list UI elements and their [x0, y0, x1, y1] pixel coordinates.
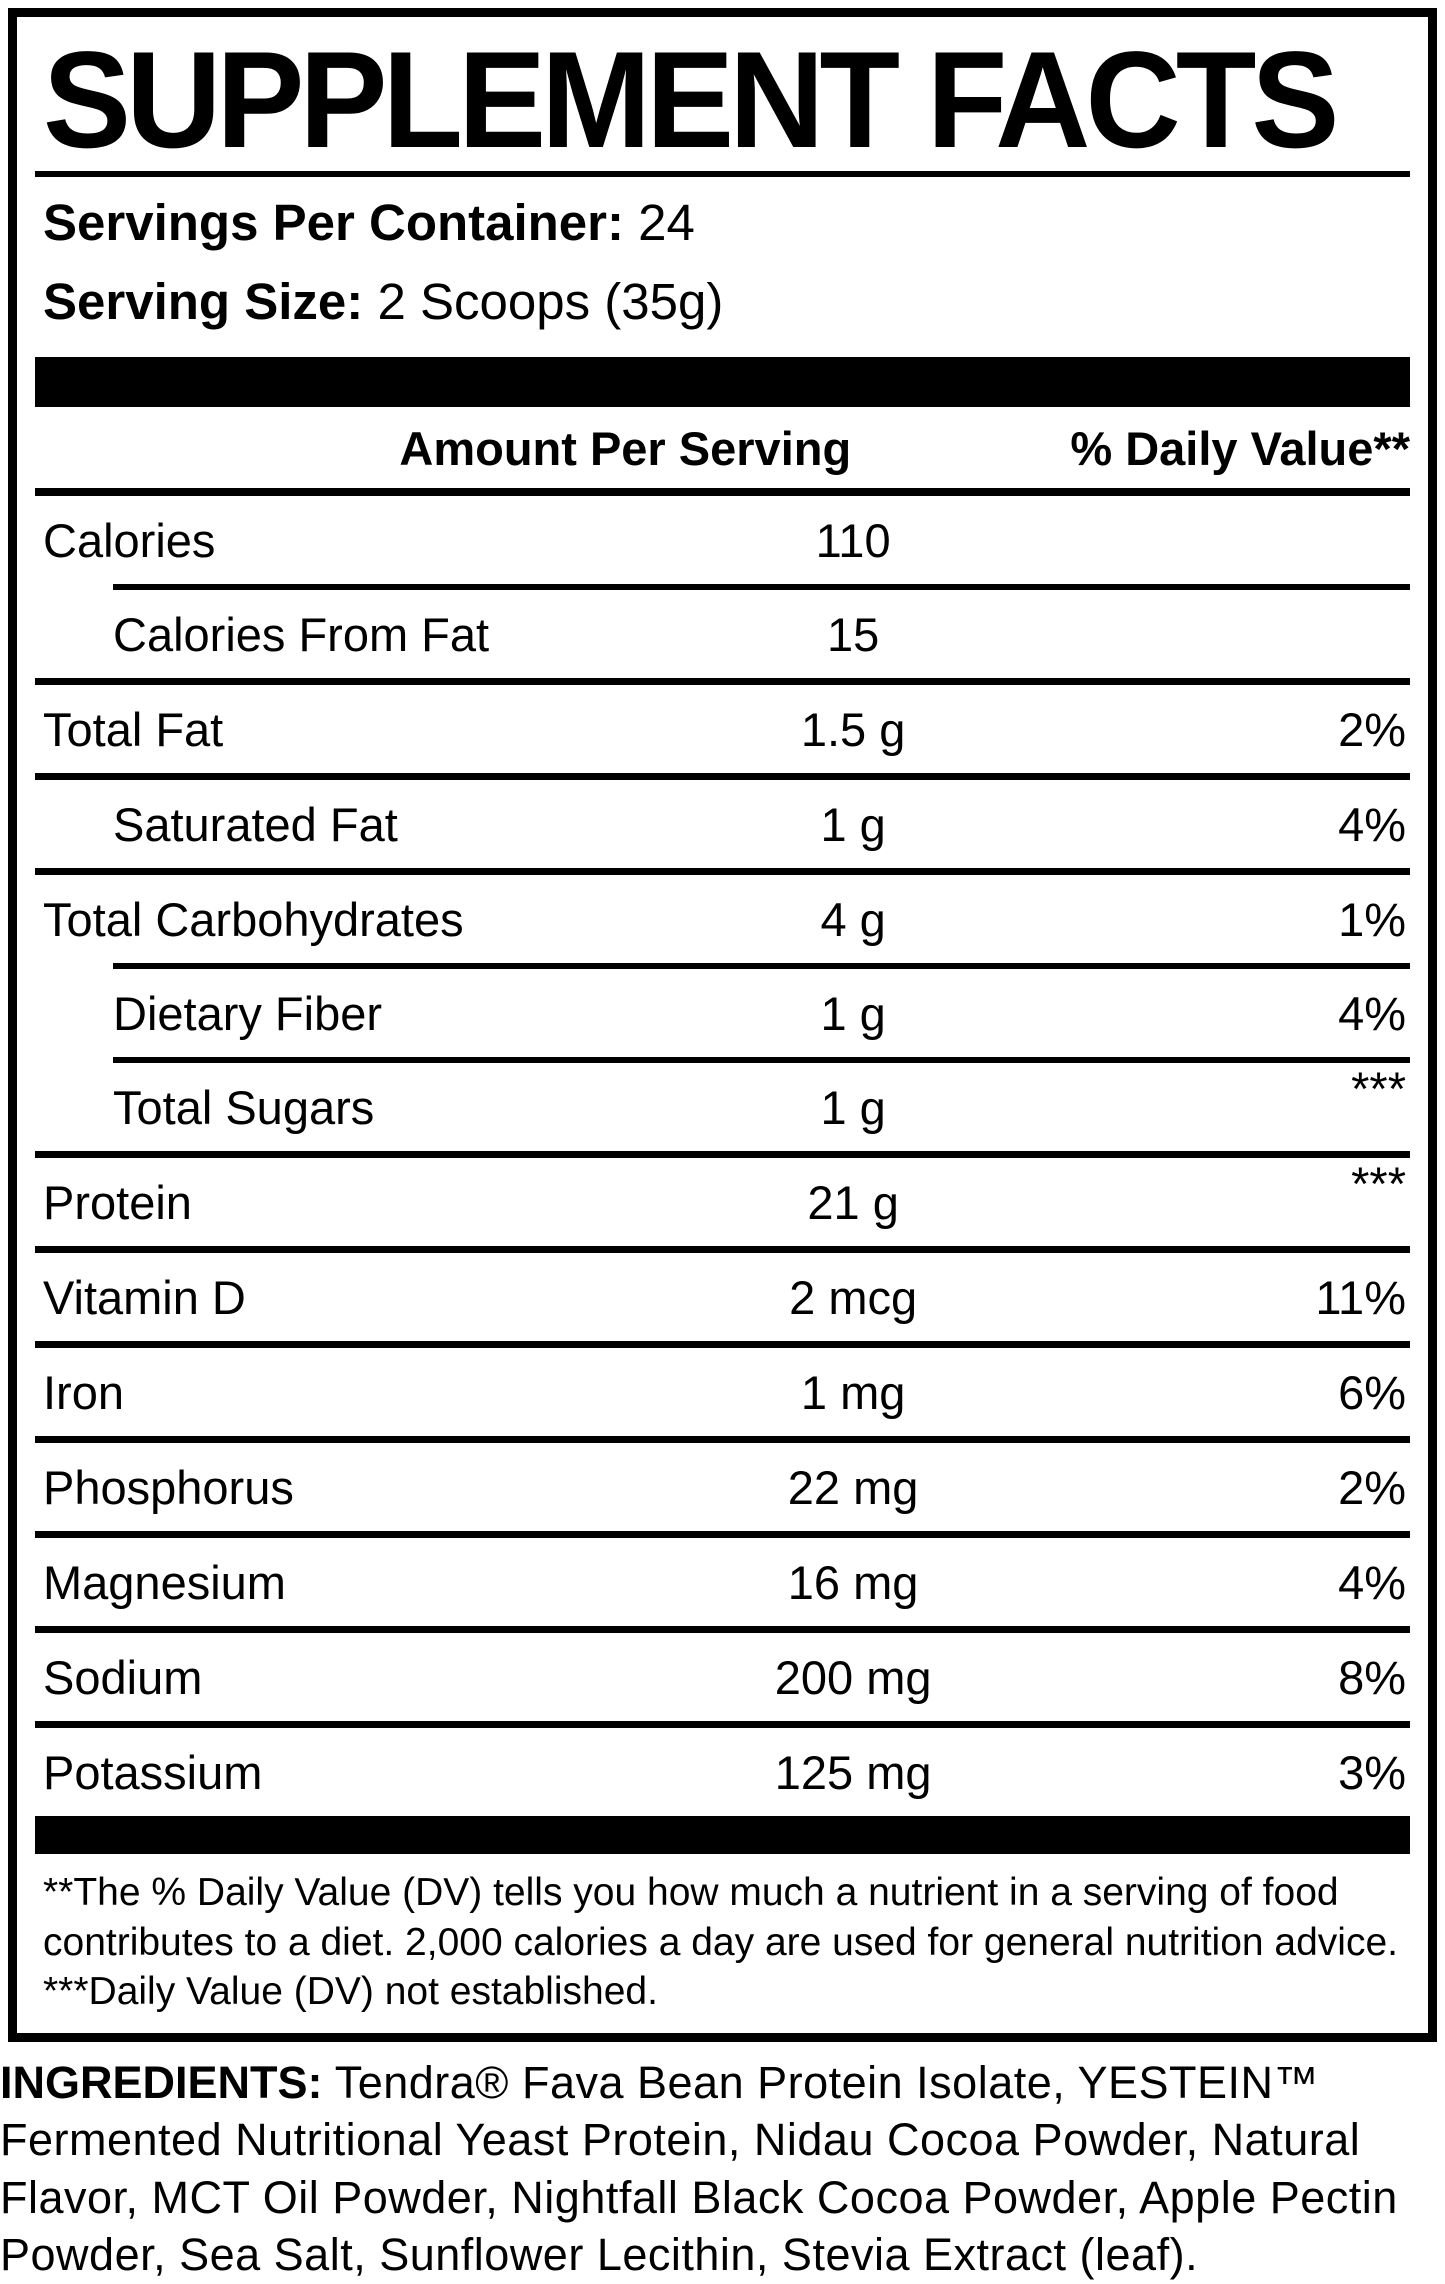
nutrient-amount: 125 mg [774, 1745, 932, 1799]
nutrient-amount: 21 g [807, 1175, 899, 1229]
servings-per-container-label: Servings Per Container: [43, 194, 624, 251]
nutrient-row: Total Fat 1.5 g 2% [35, 685, 1410, 773]
nutrient-row: Total Sugars 1 g *** [35, 1063, 1410, 1151]
nutrient-daily-value: 2% [1338, 1460, 1406, 1514]
row-separator [113, 1057, 1410, 1064]
nutrient-row: Saturated Fat 1 g 4% [35, 780, 1410, 868]
row-separator [35, 1531, 1410, 1539]
nutrient-name: Potassium [43, 1745, 263, 1799]
nutrient-daily-value: *** [1351, 1062, 1406, 1116]
nutrient-row: Vitamin D 2 mcg 11% [35, 1253, 1410, 1341]
row-separator [35, 1246, 1410, 1254]
row-separator [35, 868, 1410, 876]
nutrient-amount: 2 mcg [789, 1270, 918, 1324]
nutrient-amount: 22 mg [787, 1460, 919, 1514]
daily-value-footnote: **The % Daily Value (DV) tells you how m… [43, 1871, 1398, 1964]
page-title: SUPPLEMENT FACTS [43, 23, 1339, 177]
nutrient-row: Dietary Fiber 1 g 4% [35, 969, 1410, 1057]
nutrient-row: Total Carbohydrates 4 g 1% [35, 875, 1410, 963]
nutrient-row: Protein 21 g *** [35, 1158, 1410, 1246]
nutrient-amount: 15 [826, 607, 880, 661]
nutrient-name: Total Carbohydrates [43, 892, 464, 946]
table-header-row: Amount Per Serving % Daily Value** [35, 407, 1410, 488]
separator-bar-top [35, 357, 1410, 408]
servings-per-container-line: Servings Per Container: 24 [35, 183, 1410, 262]
row-separator [113, 584, 1410, 591]
nutrient-name: Sodium [43, 1650, 203, 1704]
footnotes: **The % Daily Value (DV) tells you how m… [35, 1854, 1410, 2033]
row-separator [35, 1626, 1410, 1634]
row-separator [35, 1436, 1410, 1444]
ingredients-section: INGREDIENTS: Tendra® Fava Bean Protein I… [0, 2054, 1445, 2284]
nutrient-name: Total Sugars [113, 1080, 375, 1134]
nutrient-name: Saturated Fat [113, 797, 398, 851]
nutrient-name: Protein [43, 1175, 192, 1229]
nutrient-row: Phosphorus 22 mg 2% [35, 1443, 1410, 1531]
header-divider [35, 488, 1410, 497]
nutrient-amount: 1 g [820, 986, 886, 1040]
not-established-footnote: ***Daily Value (DV) not established. [43, 1970, 658, 2014]
row-separator [35, 773, 1410, 781]
nutrient-daily-value: 6% [1338, 1365, 1406, 1419]
ingredients-label: INGREDIENTS: [0, 2056, 323, 2108]
serving-size-label: Serving Size: [43, 273, 364, 331]
nutrient-amount: 200 mg [774, 1650, 932, 1704]
supplement-facts-panel: SUPPLEMENT FACTS Servings Per Container:… [8, 8, 1437, 2042]
nutrient-row: Sodium 200 mg 8% [35, 1633, 1410, 1721]
nutrient-daily-value: 2% [1338, 702, 1406, 756]
nutrient-daily-value: 8% [1338, 1650, 1406, 1704]
row-separator [35, 678, 1410, 686]
row-separator [35, 1721, 1410, 1729]
servings-per-container-value: 24 [638, 194, 695, 251]
nutrient-name: Phosphorus [43, 1460, 294, 1514]
nutrient-name: Total Fat [43, 702, 224, 756]
nutrient-amount: 1 mg [800, 1365, 906, 1419]
nutrient-amount: 110 [815, 513, 891, 567]
serving-size-line: Serving Size: 2 Scoops (35g) [35, 262, 1410, 341]
nutrient-daily-value: 4% [1338, 986, 1406, 1040]
nutrient-row: Magnesium 16 mg 4% [35, 1538, 1410, 1626]
nutrient-row: Calories 110 [35, 496, 1410, 584]
nutrient-daily-value: 4% [1338, 797, 1406, 851]
row-separator [35, 1341, 1410, 1349]
nutrient-amount: 16 mg [787, 1555, 919, 1609]
nutrient-daily-value: 11% [1315, 1270, 1406, 1324]
nutrient-name: Calories [43, 513, 216, 567]
nutrient-amount: 1 g [820, 797, 886, 851]
separator-bar-bottom [35, 1816, 1410, 1855]
daily-value-header: % Daily Value** [1070, 422, 1410, 476]
supplement-label-page: SUPPLEMENT FACTS Servings Per Container:… [0, 8, 1445, 2280]
nutrient-name: Vitamin D [43, 1270, 246, 1324]
row-separator [35, 1151, 1410, 1159]
nutrient-table: Calories 110 Calories From Fat 15 Total Fat 1… [35, 496, 1410, 1816]
nutrient-amount: 1 g [820, 1080, 886, 1134]
nutrient-name: Magnesium [43, 1555, 286, 1609]
nutrient-row: Calories From Fat 15 [35, 590, 1410, 678]
nutrient-row: Potassium 125 mg 3% [35, 1728, 1410, 1816]
title-divider [35, 171, 1410, 177]
nutrient-name: Iron [43, 1365, 124, 1419]
serving-size-value: 2 Scoops (35g) [377, 273, 724, 331]
nutrient-amount: 1.5 g [800, 702, 906, 756]
nutrient-daily-value: *** [1351, 1157, 1406, 1211]
row-separator [113, 963, 1410, 970]
nutrient-daily-value: 1% [1338, 892, 1406, 946]
nutrient-amount: 4 g [820, 892, 886, 946]
nutrient-name: Dietary Fiber [113, 986, 383, 1040]
nutrient-daily-value: 4% [1338, 1555, 1406, 1609]
nutrient-name: Calories From Fat [113, 607, 490, 661]
amount-per-serving-header: Amount Per Serving [399, 422, 852, 476]
nutrient-daily-value: 3% [1338, 1745, 1406, 1799]
nutrient-row: Iron 1 mg 6% [35, 1348, 1410, 1436]
